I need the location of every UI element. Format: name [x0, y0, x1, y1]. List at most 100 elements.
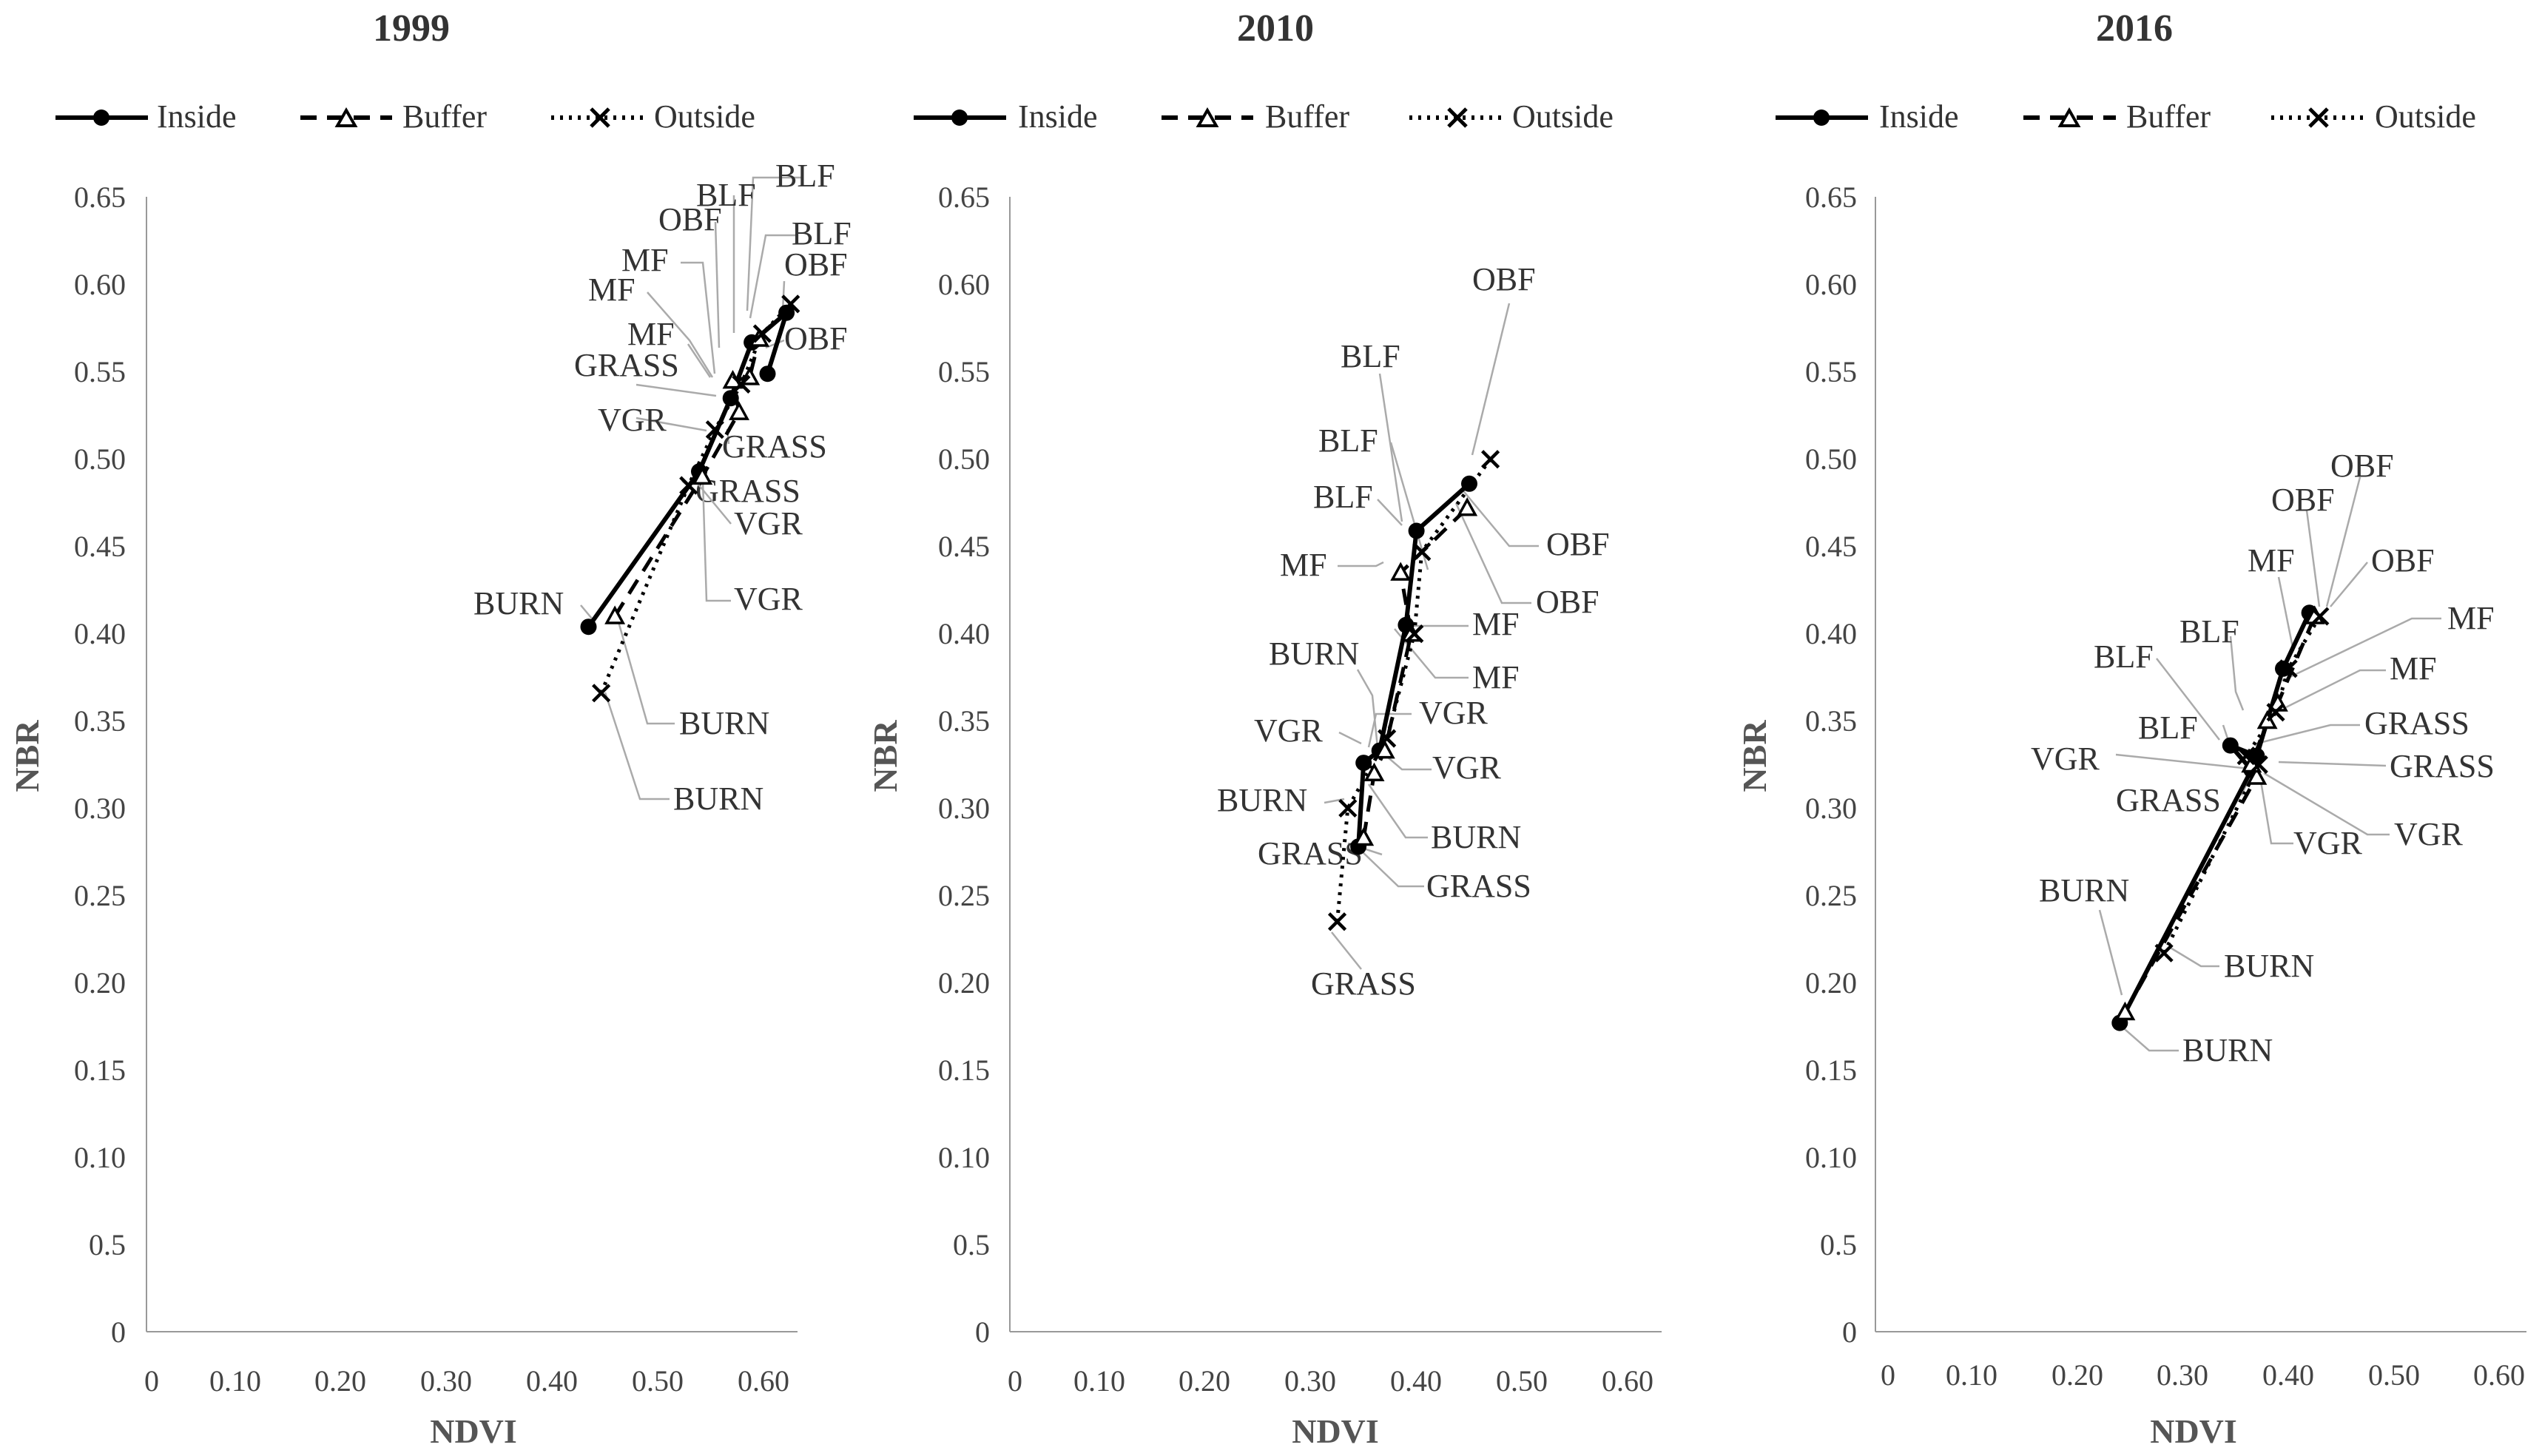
- data-point-buffer-grass: [1353, 826, 1375, 846]
- y-tick-label: 0.15: [74, 1054, 126, 1087]
- callout-label: OBF: [658, 201, 722, 237]
- y-tick-label: 0.25: [938, 879, 990, 912]
- callout-leader: [2156, 658, 2220, 741]
- callout-label: GRASS: [2390, 748, 2495, 784]
- callout-label: BLF: [792, 215, 852, 252]
- data-point-inside-mf: [722, 390, 739, 407]
- y-tick-label: 0.25: [1805, 879, 1857, 912]
- callout-leader: [2098, 909, 2123, 996]
- legend-outside-marker: [1447, 107, 1468, 128]
- legend-inside-label: Inside: [1879, 98, 1959, 135]
- series-line-inside: [2117, 612, 2312, 1024]
- y-tick-label: 0.55: [938, 355, 990, 388]
- y-tick-label: 0.45: [74, 530, 126, 563]
- callout-leader: [1331, 931, 1362, 970]
- x-tick-label: 0: [1881, 1358, 1895, 1392]
- y-tick-label: 0.50: [74, 442, 126, 476]
- chart-title: 1999: [373, 7, 450, 50]
- legend-inside-marker: [1813, 109, 1830, 126]
- callout-leader: [746, 176, 803, 311]
- chart-2016: 2016 Inside Buffer Outside 0 0.5 0.10 0.…: [1736, 7, 2526, 1450]
- y-tick-label: 0.25: [74, 879, 126, 912]
- x-tick-label: 0.20: [314, 1364, 366, 1398]
- callout-label: MF: [2447, 600, 2495, 636]
- x-tick-label: 0: [1008, 1364, 1022, 1398]
- y-tick-label: 0.35: [1805, 704, 1857, 738]
- callout-leader: [2330, 562, 2368, 607]
- callout-label: VGR: [1419, 695, 1489, 731]
- x-ticks: 0 0.10 0.20 0.30 0.40 0.50 0.60: [1881, 1358, 2525, 1392]
- legend-buffer-label: Buffer: [1265, 98, 1349, 135]
- x-tick-label: 0.40: [2262, 1358, 2314, 1392]
- y-tick-label: 0.35: [938, 704, 990, 738]
- data-point-inside-burn: [580, 619, 597, 636]
- x-axis-title: NDVI: [430, 1412, 517, 1450]
- data-point-buffer-blf: [2256, 710, 2278, 729]
- series-line-buffer: [1361, 507, 1469, 839]
- legend-inside-label: Inside: [1018, 98, 1098, 135]
- callout-label: GRASS: [722, 428, 827, 465]
- callout-leader: [749, 234, 798, 319]
- callout-leader: [2282, 617, 2441, 682]
- callout-leader: [2305, 510, 2321, 607]
- x-tick-label: 0.10: [1946, 1358, 1997, 1392]
- data-point-outside-burn: [2154, 943, 2174, 963]
- x-tick-label: 0.30: [1284, 1364, 1336, 1398]
- callout-label: BLF: [1341, 338, 1400, 374]
- callout-leader: [2168, 946, 2219, 968]
- legend-inside-marker: [951, 109, 968, 126]
- callout-label: BLF: [1313, 479, 1373, 515]
- callout-label: MF: [588, 272, 636, 308]
- data-point-outside-mf: [2279, 659, 2298, 678]
- data-point-buffer-blf: [1390, 562, 1412, 581]
- data-point-buffer-burn: [604, 605, 626, 624]
- callout-leader: [695, 480, 732, 525]
- y-tick-label: 0.45: [1805, 530, 1857, 563]
- series-line-inside: [587, 306, 792, 628]
- y-axis-title: NBR: [8, 720, 46, 792]
- legend-outside-label: Outside: [654, 98, 755, 135]
- callout-label: OBF: [784, 246, 848, 283]
- data-point-inside-mf: [2275, 660, 2291, 677]
- x-tick-label: 0.50: [2368, 1358, 2420, 1392]
- data-point-outside-vgr: [679, 476, 698, 495]
- callouts: OBF BLF BLF BLF OBF MF OBF MF MF BURN VG…: [1217, 261, 1610, 1002]
- y-tick-label: 0.5: [953, 1228, 990, 1261]
- callout-leader: [1389, 442, 1429, 570]
- callout-label: BURN: [679, 705, 769, 741]
- legend-outside-marker: [2308, 107, 2329, 128]
- legend-buffer-label: Buffer: [2126, 98, 2211, 135]
- callout-leader: [2277, 576, 2295, 652]
- callout-label: GRASS: [2364, 705, 2469, 741]
- callout-leader: [1367, 712, 1412, 748]
- y-tick-label: 0.5: [89, 1228, 126, 1261]
- data-point-outside-burn: [592, 684, 611, 703]
- callout-label: GRASS: [2116, 782, 2221, 818]
- y-tick-label: 0.65: [938, 181, 990, 214]
- callout-label: OBF: [784, 320, 848, 357]
- callout-leader: [1378, 373, 1403, 522]
- data-point-outside-mf: [1405, 624, 1424, 644]
- data-point-outside-grass: [705, 420, 724, 439]
- x-tick-label: 0.60: [2473, 1358, 2525, 1392]
- legend-inside-label: Inside: [157, 98, 237, 135]
- y-tick-label: 0.20: [74, 966, 126, 1000]
- callout-leader: [1361, 850, 1424, 888]
- data-point-outside-blf: [752, 324, 772, 343]
- y-tick-label: 0.40: [1805, 617, 1857, 650]
- x-tick-label: 0: [144, 1364, 159, 1398]
- callout-leader: [1338, 561, 1384, 567]
- x-axis-title: NDVI: [2150, 1412, 2237, 1450]
- data-point-buffer-burn: [2114, 1001, 2136, 1021]
- data-point-outside-mf: [732, 374, 751, 394]
- callout-label: OBF: [2371, 542, 2435, 579]
- x-axis-title: NDVI: [1292, 1412, 1379, 1450]
- y-tick-label: 0.60: [74, 268, 126, 301]
- callout-label: BURN: [673, 781, 763, 817]
- data-point-outside-grass: [2236, 746, 2256, 766]
- data-point-outside-obf: [781, 294, 800, 314]
- x-tick-label: 0.50: [632, 1364, 684, 1398]
- y-tick-label: 0.15: [938, 1054, 990, 1087]
- chart-2010: 2010 Inside Buffer Outside 0 0.5 0.10 0.…: [866, 7, 1662, 1450]
- callout-label: MF: [627, 316, 675, 352]
